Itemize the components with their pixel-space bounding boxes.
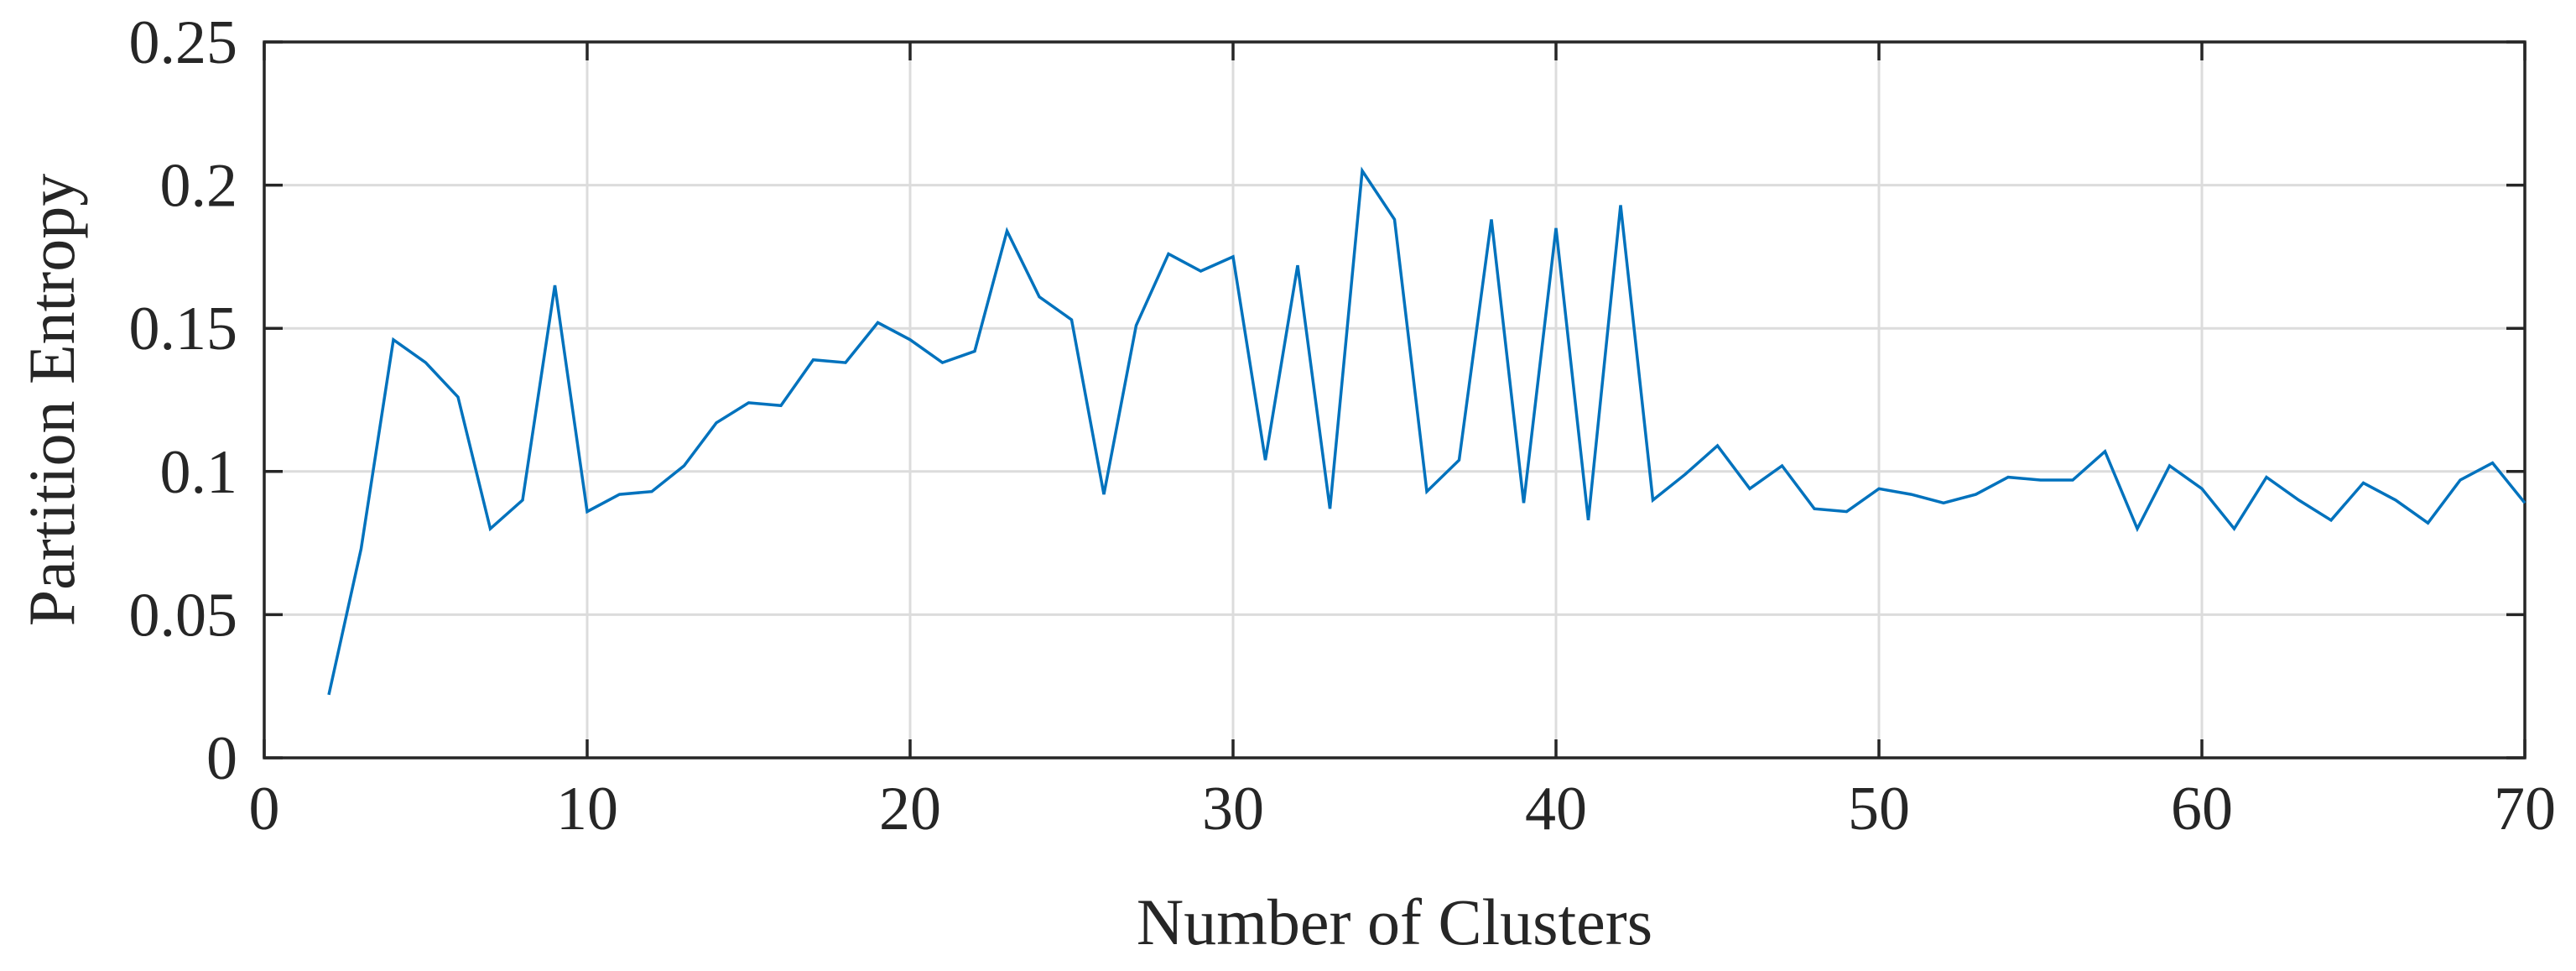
x-tick-label: 40: [1525, 775, 1587, 843]
x-tick-label: 60: [2171, 775, 2233, 843]
y-axis-label: Partition Entropy: [15, 174, 88, 626]
x-tick-label: 10: [556, 775, 618, 843]
y-tick-label: 0.15: [129, 295, 238, 363]
y-tick-label: 0: [206, 724, 237, 793]
x-tick-label: 70: [2494, 775, 2556, 843]
x-tick-label: 0: [249, 775, 280, 843]
x-tick-label: 50: [1848, 775, 1910, 843]
plot-frame: [263, 40, 2527, 760]
y-tick-label: 0.05: [129, 581, 238, 650]
grid: [264, 42, 2525, 758]
y-tick-label: 0.1: [160, 438, 238, 507]
y-tick-label: 0.2: [160, 152, 238, 221]
y-tick-label: 0.25: [129, 8, 238, 77]
axes: [263, 40, 2527, 760]
tick-labels: 0 10 20 30 40 50 60 70 0 0.05 0.1 0.15 0.2 0.25: [129, 8, 2557, 843]
series: [327, 166, 2527, 696]
data-line: [327, 166, 2527, 696]
x-tick-label: 20: [879, 775, 941, 843]
x-tick-label: 30: [1202, 775, 1264, 843]
x-axis-label: Number of Clusters: [1137, 885, 1652, 958]
